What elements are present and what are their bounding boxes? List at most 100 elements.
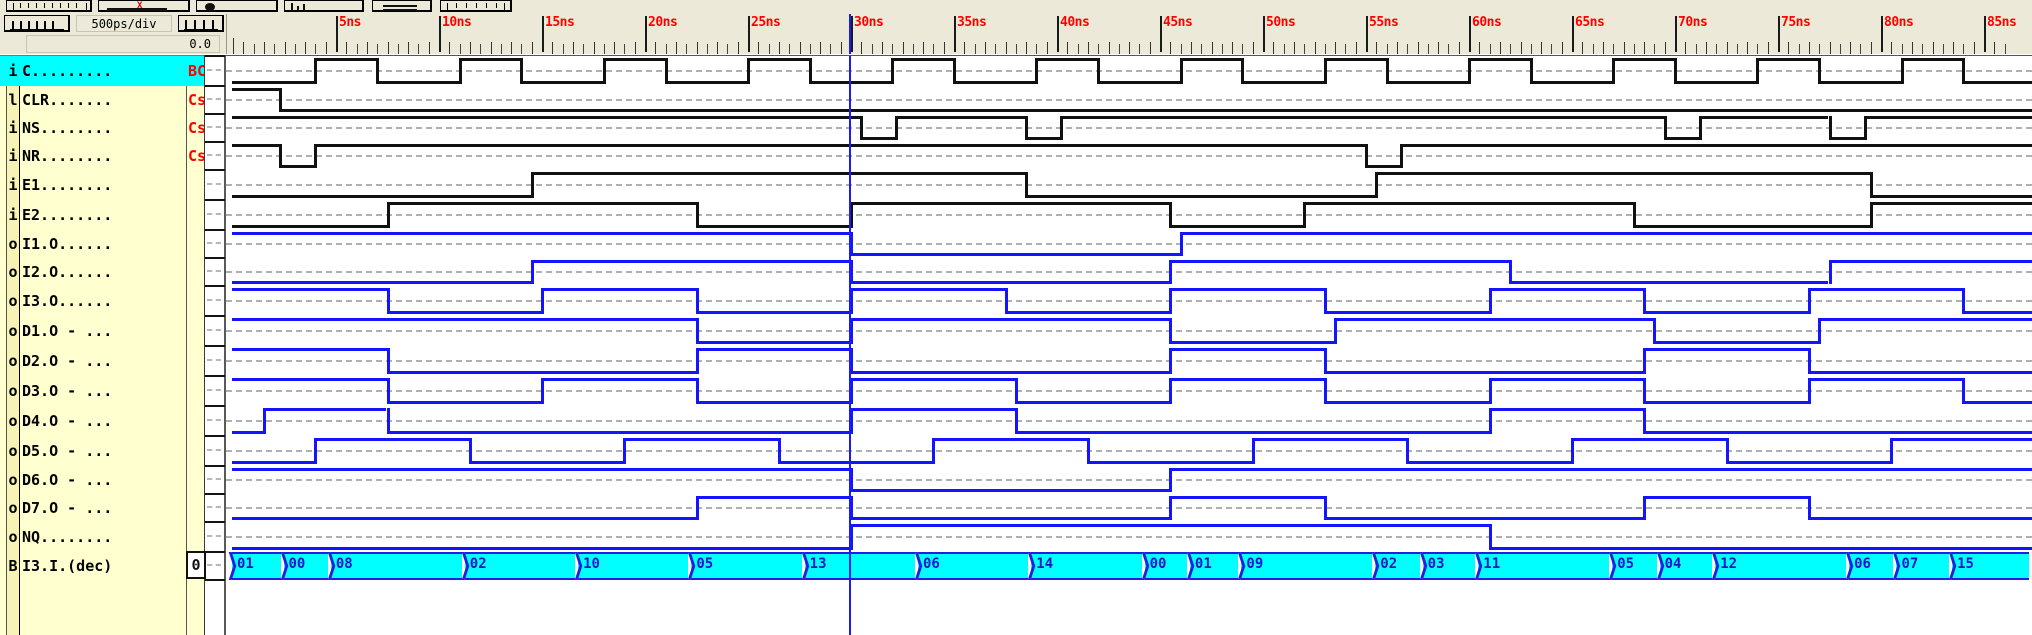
signal-tool-button[interactable]	[284, 0, 364, 12]
bus-value-cell[interactable]	[1031, 552, 1142, 580]
signal-row-d5o[interactable]: o D5.O - ...	[0, 436, 226, 466]
signal-row-d4o[interactable]: o D4.O - ...	[0, 406, 226, 436]
signal-row-d2o[interactable]: o D2.O - ...	[0, 346, 226, 376]
ruler-label: 35ns	[957, 15, 987, 30]
waveform-edge	[695, 348, 699, 374]
waveform-level-segment	[850, 489, 1170, 492]
waveform-row[interactable]	[226, 258, 2032, 286]
bus-value-cell[interactable]	[1422, 552, 1476, 580]
waveform-edge	[1962, 58, 1966, 84]
waveform-row[interactable]	[226, 142, 2032, 170]
ruler-half-tick	[758, 42, 760, 54]
bus-value-cell[interactable]	[1189, 552, 1239, 580]
ruler-minor-tick	[356, 44, 358, 54]
signal-name-label: I2.O......	[22, 263, 113, 281]
waveform-row[interactable]	[226, 114, 2032, 142]
waveform-row[interactable]	[226, 522, 2032, 552]
signal-row-i3o[interactable]: o I3.O......	[0, 286, 226, 316]
waveform-row[interactable]	[226, 346, 2032, 376]
align-tool-button[interactable]	[372, 0, 432, 12]
waveform-row[interactable]	[226, 466, 2032, 494]
bus-value-cell[interactable]	[1715, 552, 1847, 580]
signal-row-e2[interactable]: i E2........	[0, 200, 226, 230]
waveform-row[interactable]	[226, 494, 2032, 522]
signal-row-d3o[interactable]: o D3.O - ...	[0, 376, 226, 406]
signal-name-panel[interactable]: i C......... BC l CLR....... Cs i NS........ Cs i…	[0, 55, 226, 635]
dot-icon	[205, 3, 215, 11]
signal-direction-marker: i	[8, 206, 18, 224]
signal-row-d6o[interactable]: o D6.O - ...	[0, 466, 226, 494]
bus-value-cell[interactable]	[578, 552, 689, 580]
signal-row-nr[interactable]: i NR........	[0, 142, 226, 170]
waveform-row[interactable]	[226, 170, 2032, 200]
ruler-label: 20ns	[648, 15, 678, 30]
ruler-half-tick	[1355, 42, 1357, 54]
cursor-line[interactable]	[849, 56, 851, 635]
waveform-level-segment	[1900, 58, 1963, 61]
signal-row-i3idec[interactable]: B I3.I.(dec)	[0, 552, 226, 580]
signal-direction-marker: o	[8, 352, 18, 370]
bus-value-cell[interactable]	[691, 552, 802, 580]
waveform-level-segment	[1060, 116, 1664, 119]
signal-row-e1[interactable]: i E1........	[0, 170, 226, 200]
waveform-row[interactable]	[226, 316, 2032, 346]
bus-value-cell[interactable]	[464, 552, 576, 580]
bus-value-cell[interactable]	[1896, 552, 1950, 580]
waveform-row[interactable]	[226, 376, 2032, 406]
waveform-row[interactable]	[226, 436, 2032, 466]
signal-row-nq[interactable]: o NQ........	[0, 522, 226, 552]
signal-row-i1o[interactable]: o I1.O......	[0, 230, 226, 258]
ruler-minor-tick	[686, 44, 688, 54]
signal-row-ns[interactable]: i NS........	[0, 114, 226, 142]
bus-value-cell[interactable]	[1659, 552, 1713, 580]
ruler-minor-tick	[1860, 44, 1862, 54]
waveform-edge	[458, 58, 462, 84]
bus-waveform-row[interactable]: 01 00 08 02 10 05 13 06 14 00 01 09 02 03 11 05 04 12 06 07…	[226, 552, 2032, 580]
zoom-out-button[interactable]	[4, 15, 70, 32]
time-ruler[interactable]: 5ns 10ns 15ns 20ns 25ns 30ns 35ns 40ns 45ns 50ns 5…	[226, 14, 2032, 54]
signal-row-clr[interactable]: l CLR.......	[0, 86, 226, 114]
bus-value-cell[interactable]	[283, 552, 328, 580]
signal-direction-marker: o	[8, 412, 18, 430]
zoom-in-button[interactable]	[178, 15, 224, 32]
bus-value-cell[interactable]	[1952, 552, 2029, 580]
waveform-row[interactable]	[226, 86, 2032, 114]
waveform-edge	[541, 288, 544, 314]
waveform-canvas[interactable]: 01 00 08 02 10 05 13 06 14 00 01 09 02 03 11 05 04 12 06 07…	[226, 55, 2032, 635]
waveform-row[interactable]	[226, 406, 2032, 436]
marker-tool-button[interactable]	[196, 0, 278, 12]
ruler-half-tick	[1726, 42, 1728, 54]
bus-value-cell[interactable]	[1849, 552, 1894, 580]
ruler-tool-button[interactable]	[6, 0, 92, 12]
ruler-minor-tick	[1922, 44, 1924, 54]
waveform-level-segment	[1303, 202, 1633, 205]
ruler-minor-tick	[1901, 44, 1903, 54]
bus-value-cell[interactable]	[917, 552, 1029, 580]
waveform-row[interactable]	[226, 56, 2032, 86]
bus-value-cell[interactable]	[1144, 552, 1187, 580]
waveform-row[interactable]	[226, 286, 2032, 316]
bus-value-cell[interactable]	[330, 552, 462, 580]
bus-value-cell[interactable]	[1612, 552, 1657, 580]
bus-value-cell[interactable]	[1478, 552, 1610, 580]
bus-value-cell[interactable]	[1241, 552, 1373, 580]
ruler-major-tick	[542, 16, 544, 52]
waveform-edge	[1863, 116, 1867, 140]
waveform-level-segment	[232, 232, 850, 235]
bus-value-cell[interactable]	[804, 552, 915, 580]
waveform-edge	[1035, 58, 1039, 84]
waveform-row[interactable]	[226, 230, 2032, 258]
waveform-row[interactable]	[226, 200, 2032, 230]
signal-direction-marker: o	[8, 322, 18, 340]
grid-tool-button[interactable]	[440, 0, 512, 12]
ruler-minor-tick	[830, 44, 832, 54]
bus-value-cell[interactable]	[1375, 552, 1420, 580]
delete-tool-button[interactable]: X	[98, 0, 190, 12]
red-x-icon: X	[137, 1, 143, 11]
signal-row-d7o[interactable]: o D7.O - ...	[0, 494, 226, 522]
signal-row-i2o[interactable]: o I2.O......	[0, 258, 226, 286]
timebase-field[interactable]: 500ps/div	[76, 15, 172, 32]
waveform-level-segment	[747, 58, 809, 61]
signal-row-d1o[interactable]: o D1.O - ...	[0, 316, 226, 346]
bus-value-cell[interactable]	[232, 552, 281, 580]
